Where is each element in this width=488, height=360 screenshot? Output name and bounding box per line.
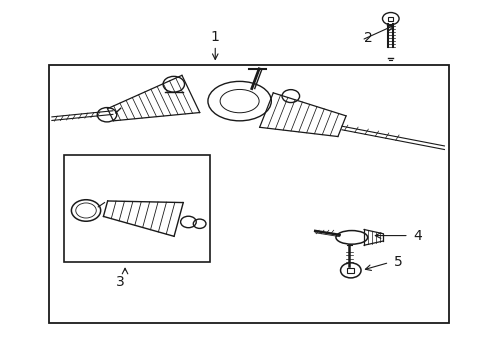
Text: 5: 5 (393, 256, 402, 270)
Text: 1: 1 (210, 30, 219, 44)
Bar (346, 268, 353, 273)
Bar (49, 65, 448, 323)
Text: 3: 3 (116, 275, 124, 289)
Bar (387, 17, 393, 21)
Text: 4: 4 (412, 229, 421, 243)
Bar (64, 155, 210, 262)
Text: 2: 2 (364, 31, 372, 45)
